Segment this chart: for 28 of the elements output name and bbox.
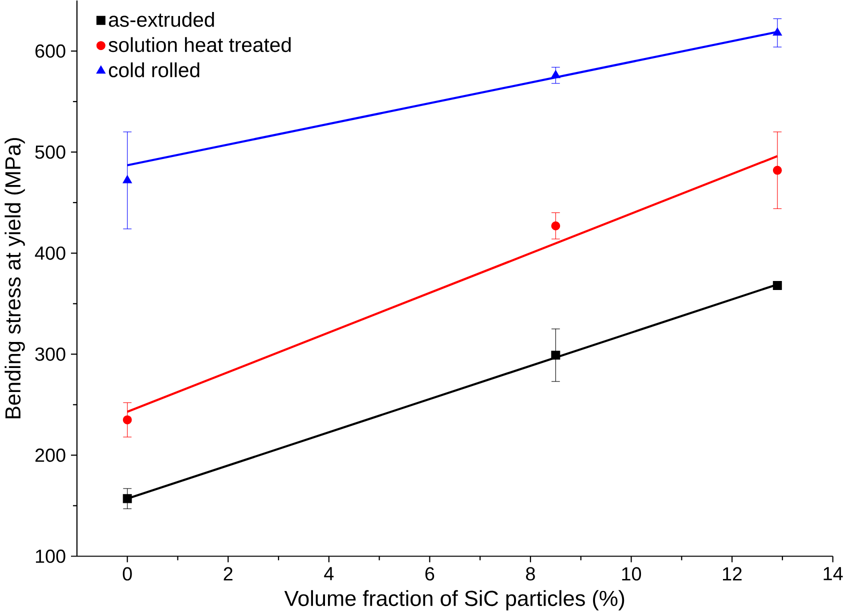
point [551,221,560,230]
x-tick-label: 14 [824,567,843,580]
y-axis-title: Bending stress at yield (MPa) [4,138,25,418]
y-tick-label: 500 [35,145,66,159]
point [551,350,560,360]
y-tick-label: 600 [35,44,66,58]
point [122,494,132,504]
y-tick-label: 400 [34,246,66,260]
point [772,28,782,36]
point [772,166,782,175]
x-tick-label: 10 [622,567,642,581]
x-tick-label: 0 [122,567,132,581]
point [551,70,560,78]
y-tick-label: 200 [35,448,66,462]
x-tick-label: 6 [425,567,434,581]
point [122,175,132,184]
x-tick-label: 4 [324,567,334,580]
x-tick-label: 8 [526,567,535,581]
y-tick-label: 100 [36,550,66,563]
legend-label: solution heat treated [108,37,291,52]
point [772,280,782,290]
y-tick-label: 300 [35,347,66,361]
x-axis-title: Volume fraction of SiC particles (%) [284,590,624,610]
x-tick-label: 12 [722,567,742,580]
legend-label: cold rolled [108,62,200,78]
point [122,415,132,424]
legend-label: as-extruded [108,12,214,27]
x-tick-label: 2 [224,567,232,580]
